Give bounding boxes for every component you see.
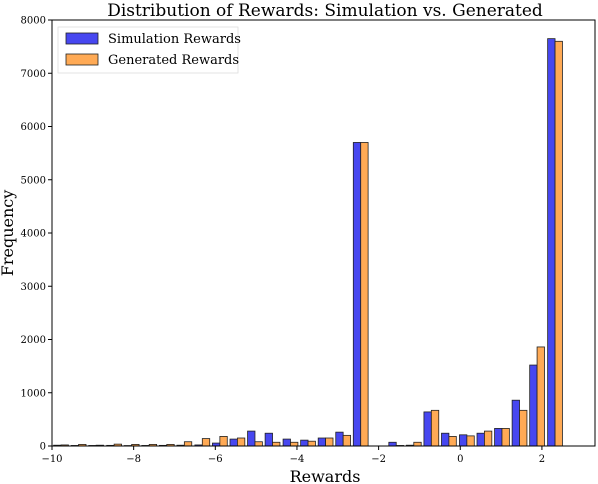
bar-simulation-14 — [300, 439, 309, 447]
y-tick-label-6: 6000 — [21, 122, 46, 133]
legend-swatch-generated — [65, 53, 99, 66]
bar-generated-7 — [183, 441, 193, 447]
y-tick-label-3: 3000 — [21, 282, 46, 293]
bar-simulation-10 — [229, 438, 238, 447]
y-tick-label-5: 5000 — [21, 175, 46, 186]
y-tick-label-0: 0 — [40, 442, 46, 453]
bar-simulation-21 — [423, 411, 432, 447]
bar-generated-17 — [360, 142, 369, 447]
bar-generated-11 — [254, 441, 263, 447]
bar-generated-22 — [448, 436, 457, 447]
bar-generated-12 — [272, 441, 281, 447]
bar-generated-10 — [237, 437, 246, 447]
bar-generated-15 — [325, 437, 334, 447]
bar-generated-28 — [554, 40, 563, 447]
bar-generated-23 — [466, 435, 475, 447]
legend: Simulation Rewards Generated Rewards — [57, 26, 241, 74]
legend-label-generated: Generated Rewards — [108, 53, 239, 68]
bar-generated-24 — [484, 430, 493, 447]
x-axis-label: Rewards — [290, 467, 361, 484]
x-tick-label-5: 0 — [457, 454, 463, 465]
bar-simulation-23 — [459, 434, 468, 447]
bar-generated-14 — [307, 440, 316, 447]
bar-generated-20 — [413, 441, 422, 447]
bar-simulation-24 — [476, 432, 485, 447]
bar-generated-26 — [519, 409, 528, 447]
chart-title: Distribution of Rewards: Simulation vs. … — [107, 1, 543, 21]
bars-layer — [53, 38, 563, 447]
bar-generated-13 — [290, 441, 299, 447]
bar-simulation-22 — [441, 432, 450, 447]
bar-generated-8 — [201, 438, 211, 447]
bar-simulation-26 — [511, 399, 520, 447]
y-tick-label-2: 2000 — [21, 335, 46, 346]
y-tick-label-4: 4000 — [21, 229, 46, 240]
x-axis-ticks: −10 −8 −6 −4 −2 0 2 — [41, 446, 545, 465]
bar-simulation-19 — [388, 441, 397, 447]
x-tick-label-2: −6 — [208, 454, 223, 465]
bar-generated-25 — [501, 428, 510, 447]
x-tick-label-6: 2 — [539, 454, 545, 465]
x-tick-label-3: −4 — [290, 454, 305, 465]
x-tick-label-0: −10 — [41, 454, 62, 465]
y-tick-label-7: 7000 — [21, 69, 46, 80]
y-tick-label-1: 1000 — [21, 388, 46, 399]
bar-generated-16 — [342, 434, 351, 447]
bar-simulation-16 — [335, 431, 344, 447]
bar-generated-21 — [430, 409, 440, 447]
bar-simulation-28 — [547, 38, 556, 447]
bar-generated-9 — [219, 436, 228, 447]
y-axis-label: Frequency — [0, 190, 17, 277]
bar-simulation-15 — [317, 437, 327, 447]
bar-simulation-13 — [282, 438, 291, 447]
x-tick-label-4: −2 — [371, 454, 386, 465]
bar-simulation-25 — [494, 428, 503, 447]
legend-label-simulation: Simulation Rewards — [108, 32, 241, 47]
y-tick-label-8: 8000 — [21, 16, 46, 27]
bar-simulation-11 — [247, 430, 256, 447]
y-axis-ticks: 0 1000 2000 3000 4000 5000 6000 7000 8000 — [21, 16, 52, 453]
bar-simulation-27 — [529, 364, 538, 447]
bar-simulation-17 — [352, 142, 362, 447]
plot-frame — [51, 19, 596, 447]
bar-generated-27 — [536, 346, 545, 447]
bar-simulation-12 — [264, 432, 273, 447]
x-tick-label-1: −8 — [126, 454, 141, 465]
legend-swatch-simulation — [65, 32, 99, 45]
